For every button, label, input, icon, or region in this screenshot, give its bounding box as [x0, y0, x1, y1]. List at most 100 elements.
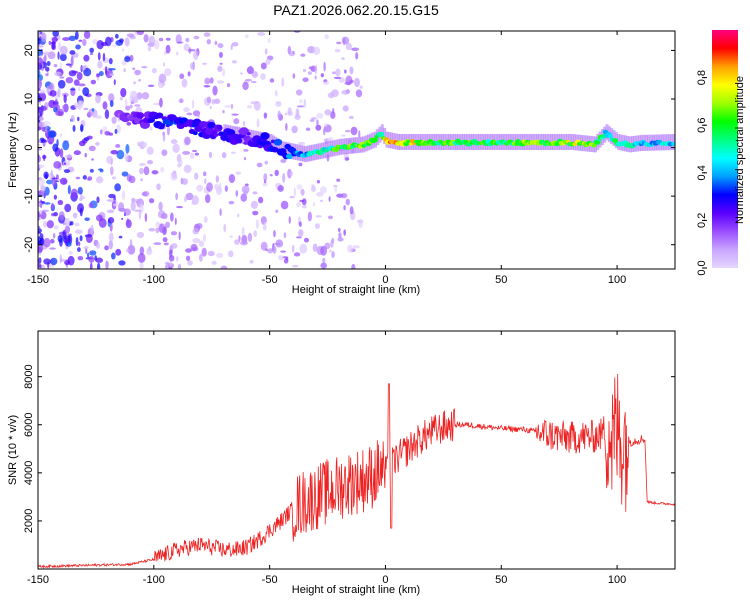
spectrogram-noise-blob — [206, 38, 211, 45]
spectrogram-noise-blob — [110, 149, 119, 155]
spectrogram-noise-blob — [41, 32, 47, 43]
spectrogram-noise-blob — [298, 141, 305, 146]
spectrogram-noise-blob — [83, 137, 90, 142]
spectrogram-noise-blob — [235, 190, 239, 197]
spectrogram-noise-blob — [330, 239, 334, 248]
spectrogram-noise-blob — [215, 175, 220, 183]
spectrogram-noise-blob — [203, 216, 208, 223]
spectrogram-noise-blob — [260, 241, 268, 251]
spectrogram-noise-blob — [302, 68, 307, 73]
spectrogram-noise-blob — [313, 46, 321, 56]
spectrogram-noise-blob — [134, 69, 141, 76]
spectrogram-noise-blob — [269, 78, 275, 83]
spectrogram-noise-blob — [39, 210, 43, 215]
spectrogram-noise-blob — [315, 124, 322, 131]
spectrogram-noise-blob — [334, 185, 338, 193]
spectrogram-ridge-mark — [160, 123, 166, 127]
spectrogram-noise-blob — [341, 57, 345, 60]
spectrogram-noise-blob — [133, 81, 137, 85]
spectrogram-ridge-halo — [570, 133, 574, 150]
spectrogram-noise-blob — [351, 47, 360, 52]
spectrogram-noise-blob — [314, 64, 318, 75]
spectrogram-noise-blob — [177, 158, 183, 167]
spectrogram-ridge-mark — [260, 132, 270, 140]
spectrogram-noise-blob — [127, 244, 136, 255]
spectrogram-noise-blob — [344, 129, 351, 133]
spectrogram-noise-blob — [72, 212, 78, 219]
spectrogram-noise-blob — [337, 237, 344, 242]
spectrogram-noise-blob — [213, 98, 221, 104]
spectrogram-noise-blob — [52, 233, 56, 239]
spectrogram-noise-blob — [231, 151, 236, 154]
spectrogram-noise-blob — [87, 252, 90, 259]
spectrogram-noise-blob — [43, 237, 51, 248]
spectrogram-noise-blob — [235, 171, 242, 175]
spectrogram-noise-blob — [96, 73, 100, 78]
spectrogram-noise-blob — [324, 123, 328, 127]
spectrogram-noise-blob — [70, 188, 78, 198]
spectrogram-noise-blob — [59, 133, 63, 137]
spectrogram-noise-blob — [82, 175, 87, 180]
spectrogram-noise-blob — [277, 110, 281, 119]
spectrogram-noise-blob — [281, 77, 285, 87]
spectrogram-noise-blob — [40, 185, 46, 192]
spectrogram-noise-blob — [132, 67, 136, 70]
spectrogram-noise-blob — [320, 245, 328, 256]
spectrogram-noise-blob — [118, 235, 123, 239]
spectrogram-noise-blob — [241, 185, 250, 194]
spectrogram-noise-blob — [176, 51, 179, 56]
spectrogram-noise-blob — [82, 38, 87, 47]
spectrogram-noise-blob — [92, 38, 98, 45]
spectrogram-noise-blob — [53, 161, 62, 169]
spectrogram-noise-blob — [335, 68, 341, 77]
spectrogram-noise-blob — [45, 73, 49, 77]
spectrogram-noise-blob — [307, 211, 313, 222]
spectrogram-noise-blob — [90, 262, 93, 269]
spectrogram-noise-blob — [57, 234, 63, 243]
spectrogram-noise-blob — [121, 190, 126, 201]
spectrogram-noise-blob — [358, 221, 363, 229]
spectrogram-noise-blob — [85, 234, 93, 243]
spectrogram-noise-blob — [158, 73, 167, 84]
spectrogram-marks — [38, 31, 675, 269]
spectrogram-noise-blob — [189, 62, 195, 70]
spectrogram-noise-blob — [287, 107, 292, 116]
spectrogram-noise-blob — [198, 240, 205, 247]
spectrogram-noise-blob — [144, 213, 148, 222]
spectrogram-noise-blob — [191, 201, 195, 205]
spectrogram-noise-blob — [211, 98, 215, 105]
spectrogram-noise-blob — [70, 221, 74, 226]
spectrogram-noise-blob — [110, 166, 114, 176]
spectrogram-noise-blob — [299, 243, 308, 254]
colorbar-tick-label: 0.0 — [696, 260, 708, 275]
spectrogram-noise-blob — [134, 209, 142, 212]
snr-y-tick-label: 2000 — [23, 509, 35, 533]
spectrogram-noise-blob — [89, 250, 97, 256]
spectrogram-noise-blob — [263, 221, 267, 230]
spectrogram-noise-blob — [97, 262, 101, 269]
spectrogram-noise-blob — [124, 153, 129, 162]
spectrogram-noise-blob — [320, 262, 327, 269]
spectrogram-noise-blob — [70, 55, 74, 66]
spectrogram-noise-blob — [186, 255, 191, 262]
spectrogram-noise-blob — [336, 178, 341, 182]
spectrogram-noise-blob — [184, 136, 191, 146]
spectrogram-noise-blob — [162, 213, 168, 220]
spectrogram-noise-blob — [48, 40, 52, 46]
spectrogram-noise-blob — [97, 52, 101, 61]
spectrogram-noise-blob — [139, 262, 144, 269]
spectrogram-noise-blob — [194, 152, 199, 156]
spectrogram-noise-blob — [274, 90, 278, 97]
colorbar-label: Normalized spectral amplitude — [734, 76, 746, 224]
spectrogram-noise-blob — [349, 206, 354, 215]
spectrogram-noise-blob — [312, 202, 315, 207]
spectrogram-noise-blob — [299, 99, 303, 104]
spectrogram-y-tick-label: -10 — [23, 188, 35, 204]
spectrogram-noise-blob — [111, 176, 117, 180]
spectrogram-noise-blob — [124, 56, 131, 63]
spectrogram-noise-blob — [344, 157, 350, 161]
spectrogram-noise-blob — [314, 75, 317, 80]
spectrogram-noise-blob — [82, 87, 90, 97]
spectrogram-noise-blob — [277, 185, 284, 192]
spectrogram-noise-blob — [95, 242, 101, 249]
